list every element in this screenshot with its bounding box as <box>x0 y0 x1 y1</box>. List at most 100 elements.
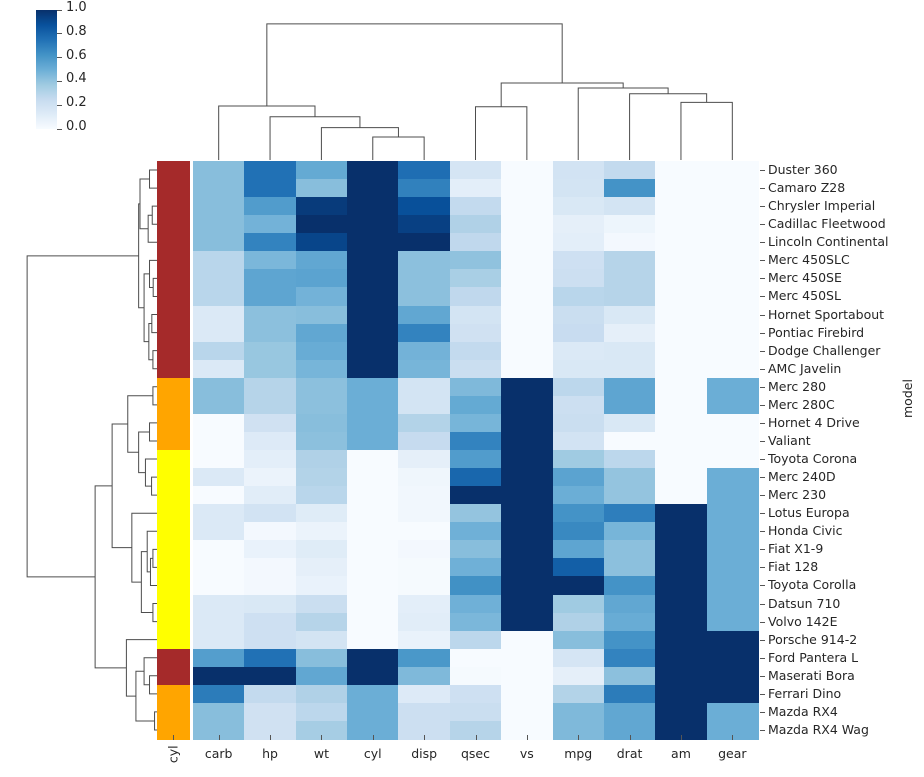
heatmap-cell <box>603 431 656 451</box>
heatmap-cell <box>501 522 554 541</box>
heatmap-cell <box>449 648 502 668</box>
row-color-cell <box>157 197 190 216</box>
row-color-cell <box>157 269 190 289</box>
row-label-ferrari-dino: Ferrari Dino <box>768 685 842 701</box>
row-label-valiant: Valiant <box>768 432 811 448</box>
row-label-toyota-corona: Toyota Corona <box>768 451 858 467</box>
heatmap-cell <box>655 395 708 415</box>
row-tick-mark <box>760 260 765 262</box>
row-tick-mark <box>760 224 765 226</box>
row-label-fiat-x1-9: Fiat X1-9 <box>768 541 824 557</box>
heatmap-cell <box>244 251 297 270</box>
heatmap-cell <box>706 341 759 361</box>
column-tick-mark <box>321 735 323 740</box>
heatmap-cell <box>449 594 502 614</box>
heatmap-cell <box>347 576 400 596</box>
heatmap-cell <box>603 233 656 252</box>
heatmap-cell <box>193 522 245 541</box>
heatmap-cell <box>603 395 656 415</box>
row-color-cell <box>157 215 190 234</box>
heatmap-cell <box>501 377 554 397</box>
heatmap-cell <box>603 161 656 180</box>
heatmap-cell <box>347 233 400 252</box>
heatmap-cell <box>501 431 554 451</box>
heatmap-cell <box>552 684 605 704</box>
heatmap-cell <box>398 341 451 361</box>
heatmap-cell <box>193 215 245 234</box>
colorbar-tick-mark <box>57 80 62 82</box>
heatmap-cell <box>449 359 502 379</box>
heatmap-cell <box>347 179 400 198</box>
heatmap-cell <box>244 468 297 487</box>
heatmap-cell <box>193 504 245 523</box>
heatmap-cell <box>347 612 400 632</box>
heatmap-cell <box>295 630 348 650</box>
heatmap-cell <box>603 486 656 505</box>
heatmap-cell <box>501 215 554 234</box>
heatmap-cell <box>347 413 400 433</box>
dendrogram-link <box>629 93 708 160</box>
row-color-cell <box>157 287 190 307</box>
heatmap-cell <box>193 323 245 343</box>
row-tick-mark <box>760 170 765 172</box>
heatmap-cell <box>347 287 400 307</box>
heatmap-cell <box>706 287 759 307</box>
heatmap-cell <box>398 215 451 234</box>
heatmap-cell <box>552 540 605 559</box>
heatmap-cell <box>706 233 759 252</box>
heatmap-cell <box>193 395 245 415</box>
row-label-lincoln-continental: Lincoln Continental <box>768 234 889 250</box>
heatmap-cell <box>501 540 554 559</box>
heatmap-cell <box>295 540 348 559</box>
row-color-cell <box>157 359 190 379</box>
heatmap-cell <box>655 468 708 487</box>
colorbar-tick-mark <box>57 33 62 35</box>
heatmap-cell <box>603 648 656 668</box>
heatmap-cell <box>449 413 502 433</box>
row-color-cell <box>157 413 190 433</box>
heatmap-cell <box>449 540 502 559</box>
heatmap-cell <box>193 287 245 307</box>
heatmap-cell <box>193 612 245 632</box>
heatmap-cell <box>398 305 451 325</box>
heatmap-cell <box>706 576 759 596</box>
heatmap-cell <box>655 522 708 541</box>
row-color-cell <box>157 702 190 722</box>
heatmap-cell <box>244 594 297 614</box>
heatmap-cell <box>398 431 451 451</box>
heatmap-cell <box>603 522 656 541</box>
heatmap-cell <box>398 395 451 415</box>
heatmap-cell <box>193 269 245 289</box>
column-label-cyl: cyl <box>363 746 382 761</box>
heatmap-cell <box>449 630 502 650</box>
column-tick-mark <box>526 735 528 740</box>
heatmap-cell <box>603 666 656 686</box>
heatmap-cell <box>706 558 759 578</box>
heatmap-cell <box>244 161 297 180</box>
column-label-gear: gear <box>718 746 747 761</box>
row-color-cell <box>157 161 190 180</box>
row-color-cell <box>157 684 190 704</box>
heatmap-cell <box>552 179 605 198</box>
heatmap-cell <box>244 413 297 433</box>
heatmap-cell <box>552 215 605 234</box>
heatmap-cell <box>398 413 451 433</box>
heatmap-cell <box>449 504 502 523</box>
heatmap-cell <box>552 413 605 433</box>
heatmap-cell <box>244 486 297 505</box>
row-tick-mark <box>760 242 765 244</box>
dendrogram-link <box>372 136 425 160</box>
colorbar-tick-mark <box>57 9 62 11</box>
heatmap-cell <box>449 233 502 252</box>
heatmap-cell <box>398 468 451 487</box>
heatmap-cell <box>347 395 400 415</box>
heatmap-cell <box>552 197 605 216</box>
row-label-chrysler-imperial: Chrysler Imperial <box>768 198 876 214</box>
colorbar-tick-mark <box>57 128 62 130</box>
heatmap-cell <box>193 666 245 686</box>
heatmap-cell <box>295 161 348 180</box>
heatmap-cell <box>501 341 554 361</box>
heatmap-cell <box>244 215 297 234</box>
heatmap-cell <box>655 558 708 578</box>
row-label-mazda-rx4-wag: Mazda RX4 Wag <box>768 721 869 737</box>
